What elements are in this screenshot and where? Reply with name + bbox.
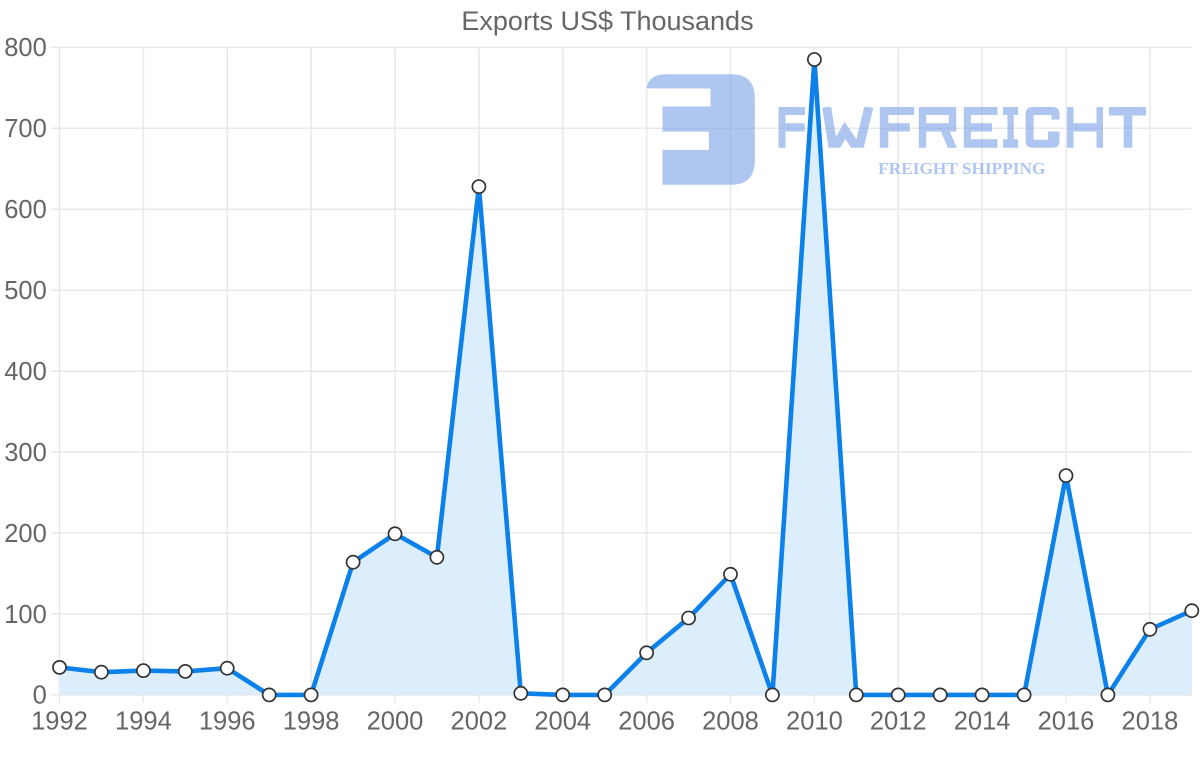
svg-text:1998: 1998 (283, 708, 340, 736)
svg-text:2004: 2004 (534, 708, 591, 736)
svg-text:Exports US$ Thousands: Exports US$ Thousands (461, 6, 753, 36)
svg-text:2016: 2016 (1038, 708, 1095, 736)
svg-text:2012: 2012 (870, 708, 927, 736)
svg-text:2006: 2006 (618, 708, 675, 736)
svg-text:0: 0 (33, 682, 47, 710)
svg-text:600: 600 (4, 196, 47, 224)
svg-text:2002: 2002 (451, 708, 508, 736)
svg-text:1994: 1994 (115, 708, 172, 736)
svg-text:200: 200 (4, 520, 47, 548)
svg-text:FREIGHT SHIPPING: FREIGHT SHIPPING (878, 159, 1045, 178)
svg-text:300: 300 (4, 439, 47, 467)
svg-text:700: 700 (4, 115, 47, 143)
svg-text:2010: 2010 (786, 708, 843, 736)
svg-text:1992: 1992 (31, 708, 88, 736)
svg-text:2008: 2008 (702, 708, 759, 736)
svg-text:1996: 1996 (199, 708, 256, 736)
svg-text:2018: 2018 (1122, 708, 1179, 736)
svg-text:500: 500 (4, 277, 47, 305)
svg-text:100: 100 (4, 601, 47, 629)
svg-text:2000: 2000 (367, 708, 424, 736)
svg-text:400: 400 (4, 358, 47, 386)
svg-text:2014: 2014 (954, 708, 1011, 736)
svg-text:800: 800 (4, 34, 47, 62)
